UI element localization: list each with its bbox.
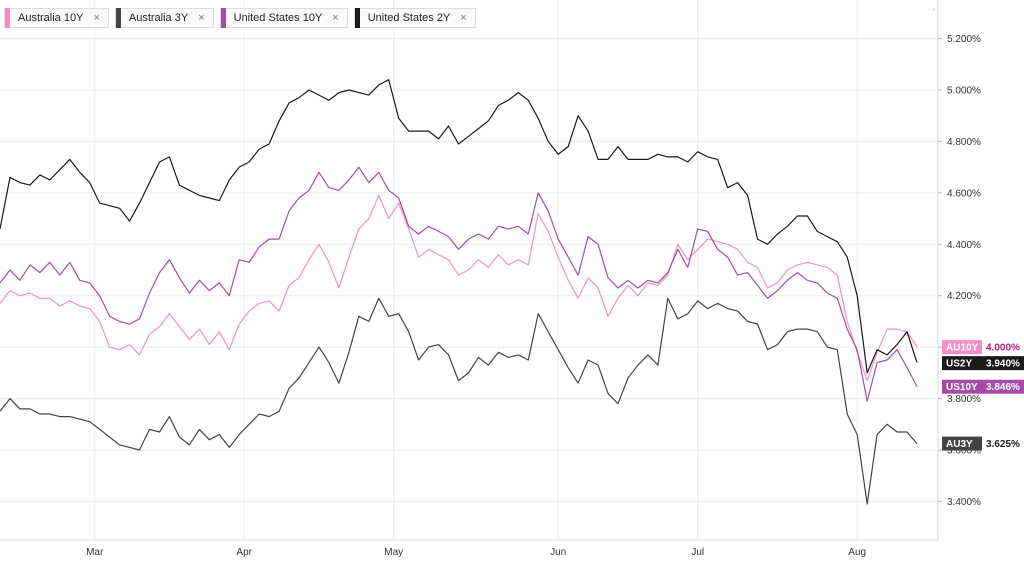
- y-tick-label: 3.600%: [947, 446, 981, 457]
- close-icon[interactable]: ×: [93, 12, 100, 24]
- end-label-series: US2Y: [946, 359, 972, 370]
- end-label-value-box: [982, 379, 1024, 394]
- legend: Australia 10Y × Australia 3Y × United St…: [4, 8, 476, 30]
- y-tick-label: 3.800%: [947, 394, 981, 405]
- series-line-us10y: [0, 166, 918, 402]
- y-tick-label: 3.400%: [947, 497, 981, 508]
- end-label-tag: [942, 436, 982, 451]
- y-tick-label: 4.400%: [947, 240, 981, 251]
- end-label-tag: [942, 340, 982, 355]
- x-tick-label: Aug: [848, 547, 866, 558]
- y-tick-label: 4.600%: [947, 188, 981, 199]
- x-tick-label: Jul: [691, 547, 704, 558]
- end-label-series: AU10Y: [946, 343, 979, 354]
- end-label-value: 4.000%: [986, 343, 1020, 354]
- y-tick-label: 4.800%: [947, 137, 981, 148]
- end-label-au3y: AU3Y 3.625%: [942, 436, 1024, 451]
- legend-label: United States 2Y: [367, 12, 451, 24]
- close-icon[interactable]: ×: [332, 12, 339, 24]
- end-label-value: 3.940%: [986, 359, 1020, 370]
- end-label-value-box: [982, 436, 1024, 451]
- end-label-value-box: [982, 356, 1024, 371]
- legend-swatch: [354, 8, 360, 28]
- end-label-us2y: US2Y 3.940%: [942, 356, 1024, 371]
- legend-chip-united-states-10y[interactable]: United States 10Y ×: [219, 8, 348, 28]
- legend-label: United States 10Y: [233, 12, 323, 24]
- close-icon[interactable]: ×: [460, 12, 467, 24]
- y-tick-label: 4.200%: [947, 291, 981, 302]
- series-line-au10y: [0, 194, 918, 382]
- legend-swatch: [115, 8, 121, 28]
- end-labels: AU10Y 4.000% US2Y 3.940% US10Y 3.846% AU3Y 3.62…: [942, 340, 1024, 451]
- x-tick-label: Mar: [86, 547, 104, 558]
- end-label-value: 3.625%: [986, 439, 1020, 450]
- corner-mark: ·: [932, 4, 935, 15]
- end-label-value-box: [982, 340, 1024, 355]
- legend-swatch: [220, 8, 226, 28]
- close-icon[interactable]: ×: [198, 12, 205, 24]
- series-line-us2y: [0, 79, 918, 374]
- y-tick-label: 5.000%: [947, 86, 981, 97]
- end-label-us10y: US10Y 3.846%: [942, 379, 1024, 394]
- legend-chip-united-states-2y[interactable]: United States 2Y ×: [353, 8, 476, 28]
- series-lines: [0, 79, 918, 505]
- x-axis: Mar Apr May Jun Jul Aug: [86, 547, 866, 558]
- legend-swatch: [5, 8, 10, 28]
- y-tick-label: 5.200%: [947, 34, 981, 45]
- end-label-tag: [942, 379, 982, 394]
- end-label-tag: [942, 356, 982, 371]
- end-label-series: US10Y: [946, 382, 978, 393]
- legend-chip-australia-10y[interactable]: Australia 10Y ×: [4, 8, 109, 28]
- end-label-series: AU3Y: [946, 439, 973, 450]
- x-tick-label: Jun: [550, 547, 566, 558]
- end-label-value: 3.846%: [986, 382, 1020, 393]
- grid-lines: [0, 0, 938, 540]
- legend-label: Australia 3Y: [128, 12, 189, 24]
- end-label-au10y: AU10Y 4.000%: [942, 340, 1024, 355]
- x-tick-label: Apr: [236, 547, 252, 558]
- legend-label: Australia 10Y: [18, 12, 84, 24]
- series-line-au3y: [0, 297, 918, 505]
- x-tick-label: May: [384, 547, 403, 558]
- legend-chip-australia-3y[interactable]: Australia 3Y ×: [114, 8, 214, 28]
